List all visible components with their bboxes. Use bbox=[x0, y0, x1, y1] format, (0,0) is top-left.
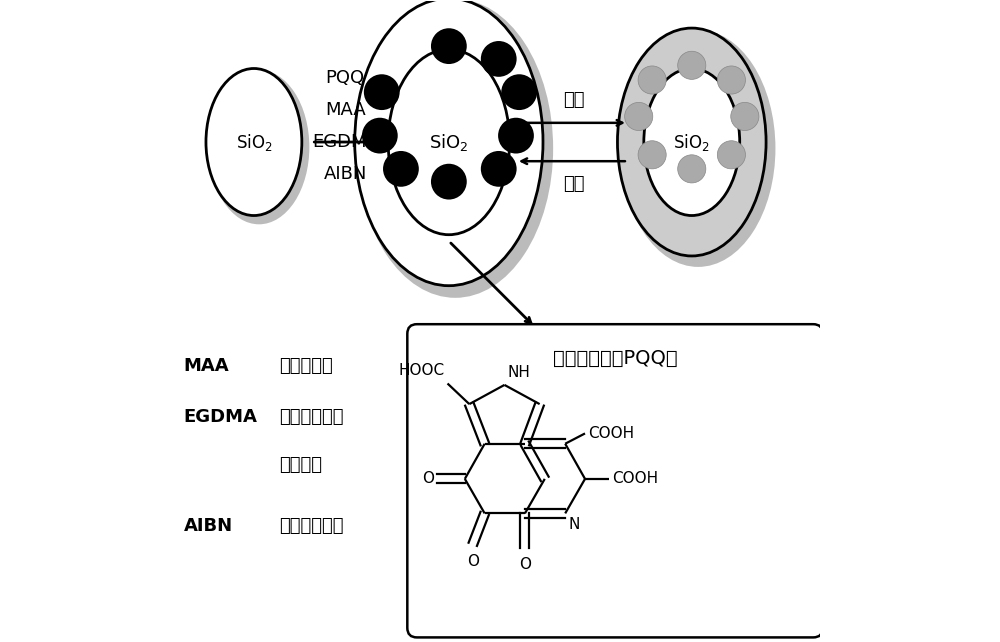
Ellipse shape bbox=[644, 69, 740, 216]
Ellipse shape bbox=[209, 70, 309, 224]
Text: 丙烯酸酯: 丙烯酸酯 bbox=[279, 456, 322, 474]
Circle shape bbox=[481, 41, 517, 77]
Ellipse shape bbox=[357, 0, 553, 298]
Circle shape bbox=[638, 141, 666, 169]
Text: 乙二醇二甲基: 乙二醇二甲基 bbox=[279, 408, 344, 426]
Text: COOH: COOH bbox=[588, 426, 634, 441]
Circle shape bbox=[731, 102, 759, 130]
Text: 解吸: 解吸 bbox=[563, 91, 584, 110]
Text: 吸附: 吸附 bbox=[563, 175, 584, 193]
Text: N: N bbox=[568, 517, 580, 532]
Circle shape bbox=[364, 74, 400, 110]
Text: 偶氮二异丁腼: 偶氮二异丁腼 bbox=[279, 517, 344, 535]
Ellipse shape bbox=[621, 30, 775, 267]
Text: HOOC: HOOC bbox=[398, 363, 444, 378]
Circle shape bbox=[678, 155, 706, 183]
Text: AIBN: AIBN bbox=[184, 517, 233, 535]
Circle shape bbox=[638, 66, 666, 94]
Text: MAA: MAA bbox=[325, 101, 366, 119]
Ellipse shape bbox=[388, 49, 510, 235]
Text: COOH: COOH bbox=[612, 471, 658, 487]
Circle shape bbox=[501, 74, 537, 110]
Circle shape bbox=[625, 102, 653, 130]
Text: PQQ: PQQ bbox=[326, 69, 365, 87]
Circle shape bbox=[383, 151, 419, 187]
Text: EGDMA: EGDMA bbox=[312, 133, 379, 151]
Ellipse shape bbox=[206, 69, 302, 216]
Circle shape bbox=[678, 51, 706, 80]
Text: 甲基丙烯酸: 甲基丙烯酸 bbox=[279, 357, 333, 375]
Circle shape bbox=[431, 28, 467, 64]
Text: MAA: MAA bbox=[184, 357, 229, 375]
Text: AIBN: AIBN bbox=[324, 165, 367, 183]
Circle shape bbox=[431, 164, 467, 200]
Text: SiO$_2$: SiO$_2$ bbox=[236, 132, 272, 153]
Ellipse shape bbox=[617, 28, 766, 256]
FancyBboxPatch shape bbox=[407, 324, 823, 638]
Text: SiO$_2$: SiO$_2$ bbox=[673, 132, 710, 153]
Text: O: O bbox=[519, 557, 531, 572]
Text: O: O bbox=[422, 471, 434, 487]
Text: NH: NH bbox=[508, 365, 531, 380]
Circle shape bbox=[481, 151, 517, 187]
Text: O: O bbox=[467, 554, 479, 569]
Circle shape bbox=[717, 141, 745, 169]
Ellipse shape bbox=[355, 0, 543, 286]
Text: SiO$_2$: SiO$_2$ bbox=[429, 132, 469, 153]
Circle shape bbox=[362, 117, 398, 153]
Text: EGDMA: EGDMA bbox=[184, 408, 257, 426]
Circle shape bbox=[717, 66, 745, 94]
Circle shape bbox=[498, 117, 534, 153]
Text: 吠咊唖嘬醚（PQQ）: 吠咊唖嘬醚（PQQ） bbox=[553, 349, 677, 368]
